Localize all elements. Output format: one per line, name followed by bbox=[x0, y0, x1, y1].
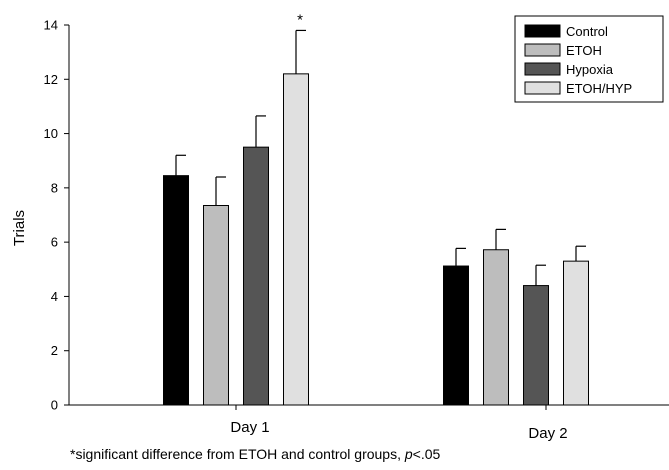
bar bbox=[443, 265, 469, 406]
y-tick-label: 2 bbox=[51, 343, 58, 358]
x-tick-label: Day 2 bbox=[528, 425, 567, 442]
bar bbox=[203, 205, 229, 406]
y-tick-label: 10 bbox=[44, 126, 58, 141]
bar bbox=[163, 175, 189, 406]
y-tick-label: 6 bbox=[51, 235, 58, 250]
legend-label: Control bbox=[566, 24, 608, 39]
y-tick-label: 14 bbox=[44, 18, 58, 33]
legend-swatch bbox=[524, 62, 561, 76]
y-tick-label: 12 bbox=[44, 72, 58, 87]
legend-swatch bbox=[524, 81, 561, 95]
bar bbox=[523, 285, 549, 406]
legend-label: ETOH/HYP bbox=[566, 81, 632, 96]
y-tick-label: 8 bbox=[51, 180, 58, 195]
footnote-suffix: <.05 bbox=[412, 446, 441, 462]
footnote: *significant difference from ETOH and co… bbox=[70, 446, 440, 462]
bar bbox=[243, 146, 269, 406]
x-tick-label: Day 1 bbox=[230, 419, 269, 436]
y-tick-label: 4 bbox=[51, 289, 58, 304]
legend-swatch bbox=[524, 43, 561, 57]
bar bbox=[563, 260, 589, 406]
legend-swatch bbox=[524, 24, 561, 38]
y-tick-label: 0 bbox=[51, 398, 58, 413]
footnote-p: p bbox=[404, 446, 413, 462]
bar bbox=[283, 73, 309, 406]
legend-label: Hypoxia bbox=[566, 62, 614, 77]
legend-label: ETOH bbox=[566, 43, 602, 58]
significance-marker: * bbox=[297, 11, 303, 28]
bar bbox=[483, 249, 509, 406]
y-axis-title: Trials bbox=[11, 210, 28, 246]
footnote-prefix: *significant difference from ETOH and co… bbox=[70, 446, 405, 462]
